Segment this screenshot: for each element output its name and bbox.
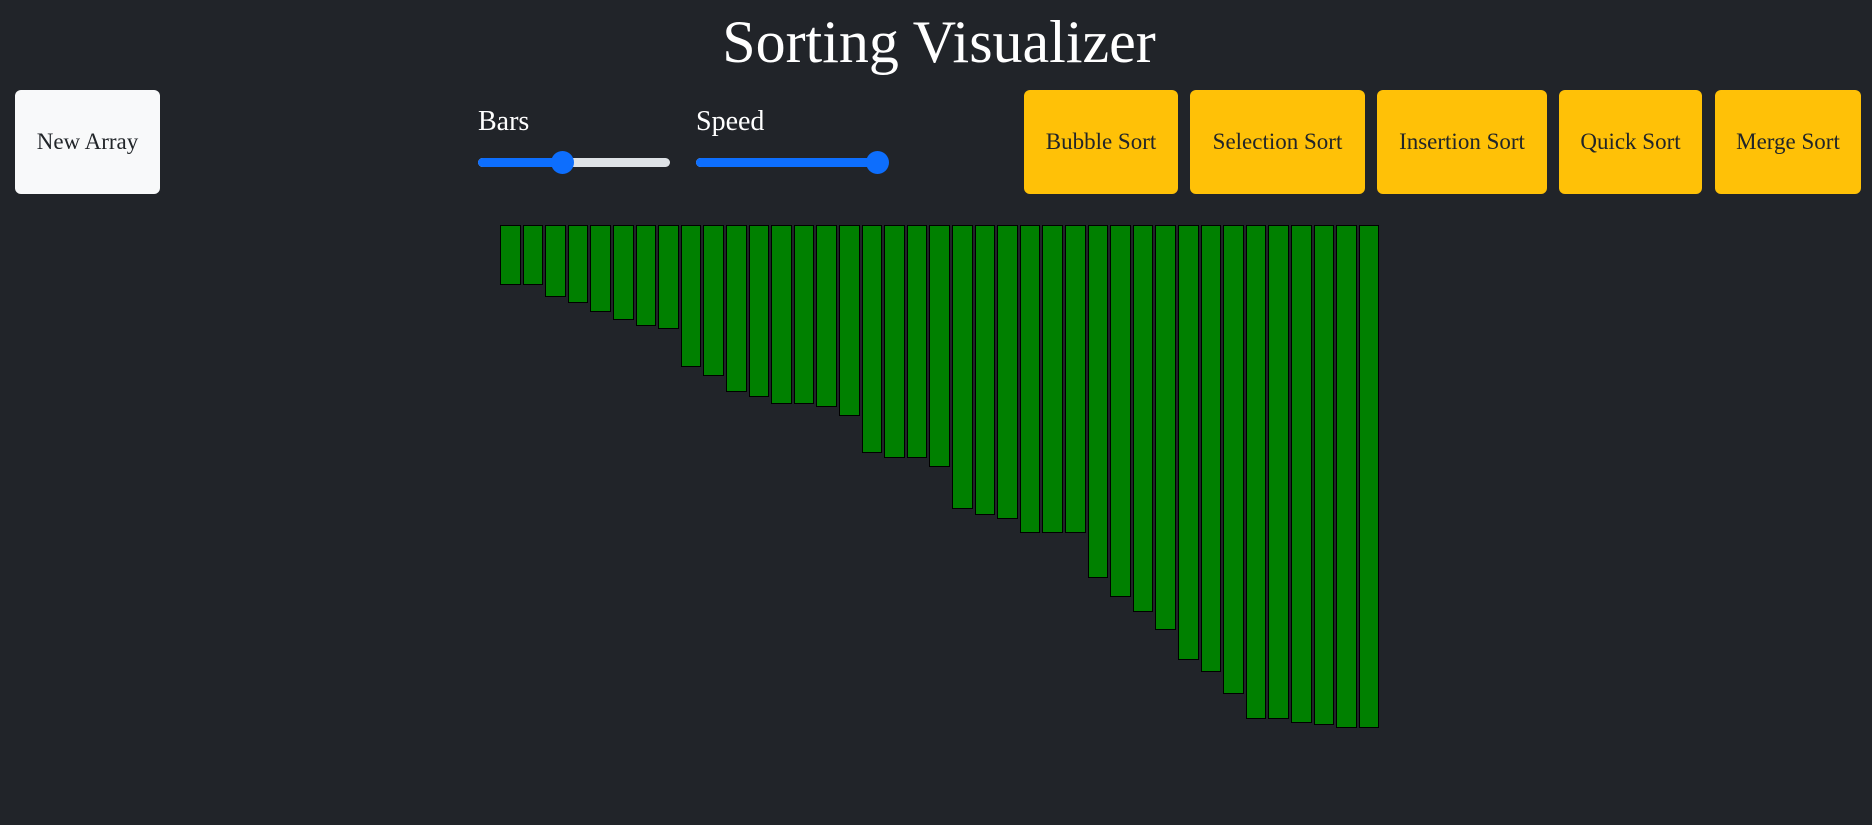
array-bar: [1132, 225, 1154, 612]
quick-sort-button[interactable]: Quick Sort: [1559, 90, 1702, 194]
speed-slider-thumb[interactable]: [866, 151, 889, 174]
array-bar: [906, 225, 928, 458]
array-bar: [613, 225, 634, 320]
array-bar: [522, 225, 544, 285]
speed-slider-track: [696, 158, 888, 167]
bars-slider-fill: [478, 158, 563, 167]
insertion-sort-button[interactable]: Insertion Sort: [1377, 90, 1547, 194]
array-bar: [884, 225, 905, 458]
array-bar: [974, 225, 996, 515]
array-bar: [816, 225, 838, 407]
array-bar: [567, 225, 589, 303]
array-bar: [658, 225, 679, 329]
selection-sort-button[interactable]: Selection Sort: [1190, 90, 1365, 194]
array-bar: [1313, 225, 1335, 725]
array-bar: [861, 225, 883, 453]
array-bar: [500, 225, 521, 285]
array-bar: [545, 225, 566, 297]
array-bar: [929, 225, 951, 467]
bars-slider[interactable]: [478, 151, 670, 174]
array-bar: [1336, 225, 1357, 728]
array-bar: [1065, 225, 1086, 533]
array-bar: [1268, 225, 1290, 719]
bubble-sort-button[interactable]: Bubble Sort: [1024, 90, 1178, 194]
new-array-button[interactable]: New Array: [15, 90, 160, 194]
merge-sort-button[interactable]: Merge Sort: [1715, 90, 1861, 194]
bars-label: Bars: [478, 106, 530, 137]
array-bar: [703, 225, 725, 376]
array-bar: [1042, 225, 1064, 533]
speed-slider-fill: [696, 158, 877, 167]
array-bar: [726, 225, 747, 392]
array-bar: [1200, 225, 1222, 672]
array-bar: [1245, 225, 1267, 719]
array-bar: [1019, 225, 1041, 533]
array-bar: [1178, 225, 1199, 660]
array-bar: [1223, 225, 1244, 694]
page-title: Sorting Visualizer: [722, 9, 1156, 75]
speed-slider[interactable]: [696, 151, 889, 174]
array-bar: [748, 225, 770, 397]
array-bar: [1110, 225, 1131, 597]
array-bar: [1155, 225, 1177, 630]
array-bar: [590, 225, 612, 312]
bars-slider-thumb[interactable]: [551, 151, 575, 174]
array-bar: [839, 225, 860, 416]
array-bar: [952, 225, 973, 509]
array-bar: [1291, 225, 1312, 723]
array-bar: [771, 225, 792, 404]
array-bar: [1358, 225, 1380, 728]
array-bar: [1087, 225, 1109, 578]
speed-label: Speed: [696, 106, 765, 137]
array-bar: [635, 225, 657, 326]
array-bar: [680, 225, 702, 367]
array-bar: [793, 225, 815, 404]
array-bar: [997, 225, 1018, 519]
